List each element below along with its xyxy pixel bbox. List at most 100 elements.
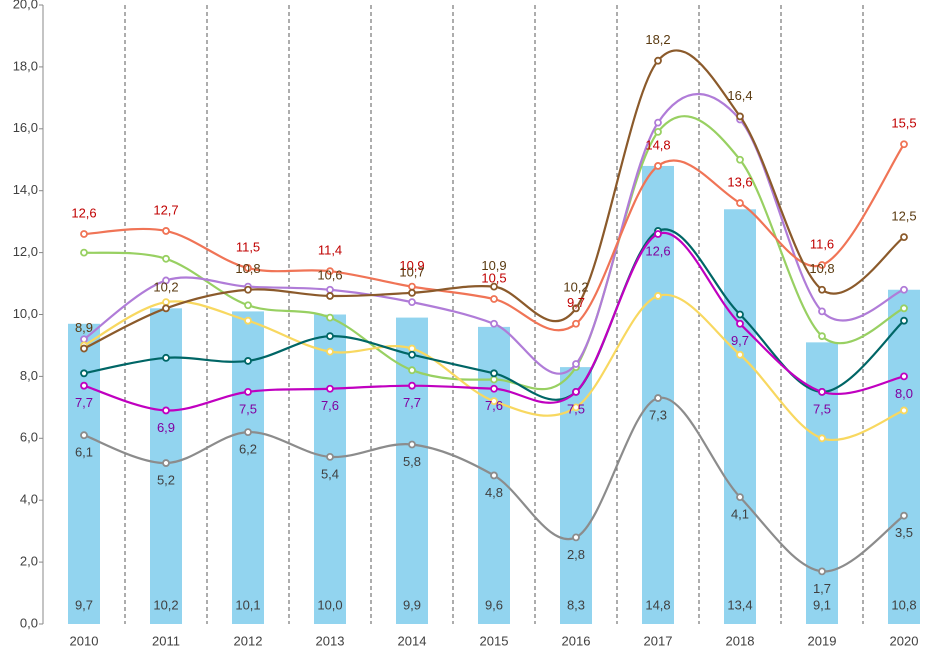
point xyxy=(654,394,662,402)
point xyxy=(490,384,498,393)
x-tick-label: 2020 xyxy=(890,633,919,648)
y-tick-label: 2,0 xyxy=(20,554,38,569)
data-label: 11,5 xyxy=(236,240,260,255)
point xyxy=(490,471,498,480)
point xyxy=(572,304,580,313)
data-label: 7,7 xyxy=(403,395,421,410)
point xyxy=(900,140,908,149)
data-label: 13,6 xyxy=(727,175,752,190)
data-label: 7,5 xyxy=(239,401,257,416)
point xyxy=(162,227,170,235)
data-label: 9,1 xyxy=(813,597,831,612)
line xyxy=(83,143,905,332)
point xyxy=(900,406,908,415)
point xyxy=(572,360,580,368)
point xyxy=(490,282,498,291)
data-label: 10,9 xyxy=(399,258,424,273)
point xyxy=(162,353,170,362)
data-label: 12,6 xyxy=(645,243,670,258)
bar xyxy=(888,289,920,624)
point xyxy=(326,267,334,276)
point xyxy=(408,344,416,353)
point xyxy=(654,230,662,238)
point xyxy=(736,310,744,319)
point xyxy=(900,372,908,381)
data-label: 10,1 xyxy=(235,597,260,612)
y-tick-label: 14,0 xyxy=(13,182,38,197)
bar xyxy=(724,209,756,624)
point xyxy=(900,233,908,242)
data-label: 8,9 xyxy=(75,320,93,335)
point xyxy=(326,313,334,322)
point xyxy=(326,285,334,294)
point xyxy=(244,316,252,325)
y-tick-label: 18,0 xyxy=(13,58,38,73)
y-tick-label: 10,0 xyxy=(13,306,38,321)
data-label: 10,7 xyxy=(399,264,424,279)
point xyxy=(408,350,416,359)
point xyxy=(244,301,252,310)
point xyxy=(408,282,416,291)
point xyxy=(490,295,498,303)
point xyxy=(244,285,252,294)
line xyxy=(83,231,905,412)
point xyxy=(654,127,662,136)
point xyxy=(490,319,498,328)
data-label: 15,5 xyxy=(891,116,916,131)
data-label: 10,8 xyxy=(809,261,834,276)
data-label: 12,5 xyxy=(891,209,916,224)
x-tick-label: 2019 xyxy=(808,633,837,648)
data-label: 6,1 xyxy=(75,445,93,460)
point xyxy=(408,288,416,297)
point xyxy=(408,366,416,375)
data-label: 13,4 xyxy=(727,597,752,612)
point xyxy=(244,428,252,437)
point xyxy=(80,369,88,378)
point xyxy=(654,118,662,127)
point xyxy=(80,381,88,390)
x-tick-label: 2014 xyxy=(398,633,427,648)
x-tick-label: 2018 xyxy=(726,633,755,648)
line xyxy=(83,228,905,401)
x-tick-label: 2010 xyxy=(70,633,99,648)
point xyxy=(162,276,170,285)
point xyxy=(80,335,88,344)
bar xyxy=(68,323,100,624)
data-label: 3,5 xyxy=(895,525,913,540)
data-label: 9,7 xyxy=(75,597,93,612)
y-tick-label: 4,0 xyxy=(20,492,38,507)
x-tick-label: 2013 xyxy=(316,633,345,648)
point xyxy=(572,403,580,412)
point xyxy=(80,230,88,238)
x-tick-label: 2017 xyxy=(644,633,673,648)
point xyxy=(818,387,826,396)
data-label: 10,8 xyxy=(891,597,916,612)
data-label: 12,6 xyxy=(71,205,96,220)
bar xyxy=(314,314,346,624)
data-label: 7,6 xyxy=(321,398,339,413)
point xyxy=(162,406,170,415)
point xyxy=(572,533,580,542)
data-label: 8,0 xyxy=(895,386,913,401)
data-label: 4,8 xyxy=(485,485,503,500)
bar xyxy=(396,317,428,624)
line xyxy=(83,93,905,375)
point xyxy=(736,112,744,121)
point xyxy=(326,384,334,393)
data-label: 11,4 xyxy=(318,243,342,258)
point xyxy=(818,332,826,341)
data-label: 5,8 xyxy=(403,454,421,469)
point xyxy=(490,369,498,378)
point xyxy=(162,298,170,307)
data-label: 14,8 xyxy=(645,137,670,152)
data-label: 12,7 xyxy=(153,202,178,217)
point xyxy=(736,199,744,207)
point xyxy=(654,162,662,170)
point xyxy=(490,397,498,406)
point xyxy=(326,292,334,300)
point xyxy=(244,387,252,396)
y-tick-label: 20,0 xyxy=(13,0,38,11)
point xyxy=(736,155,744,164)
